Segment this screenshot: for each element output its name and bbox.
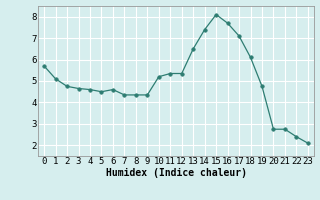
X-axis label: Humidex (Indice chaleur): Humidex (Indice chaleur) bbox=[106, 168, 246, 178]
